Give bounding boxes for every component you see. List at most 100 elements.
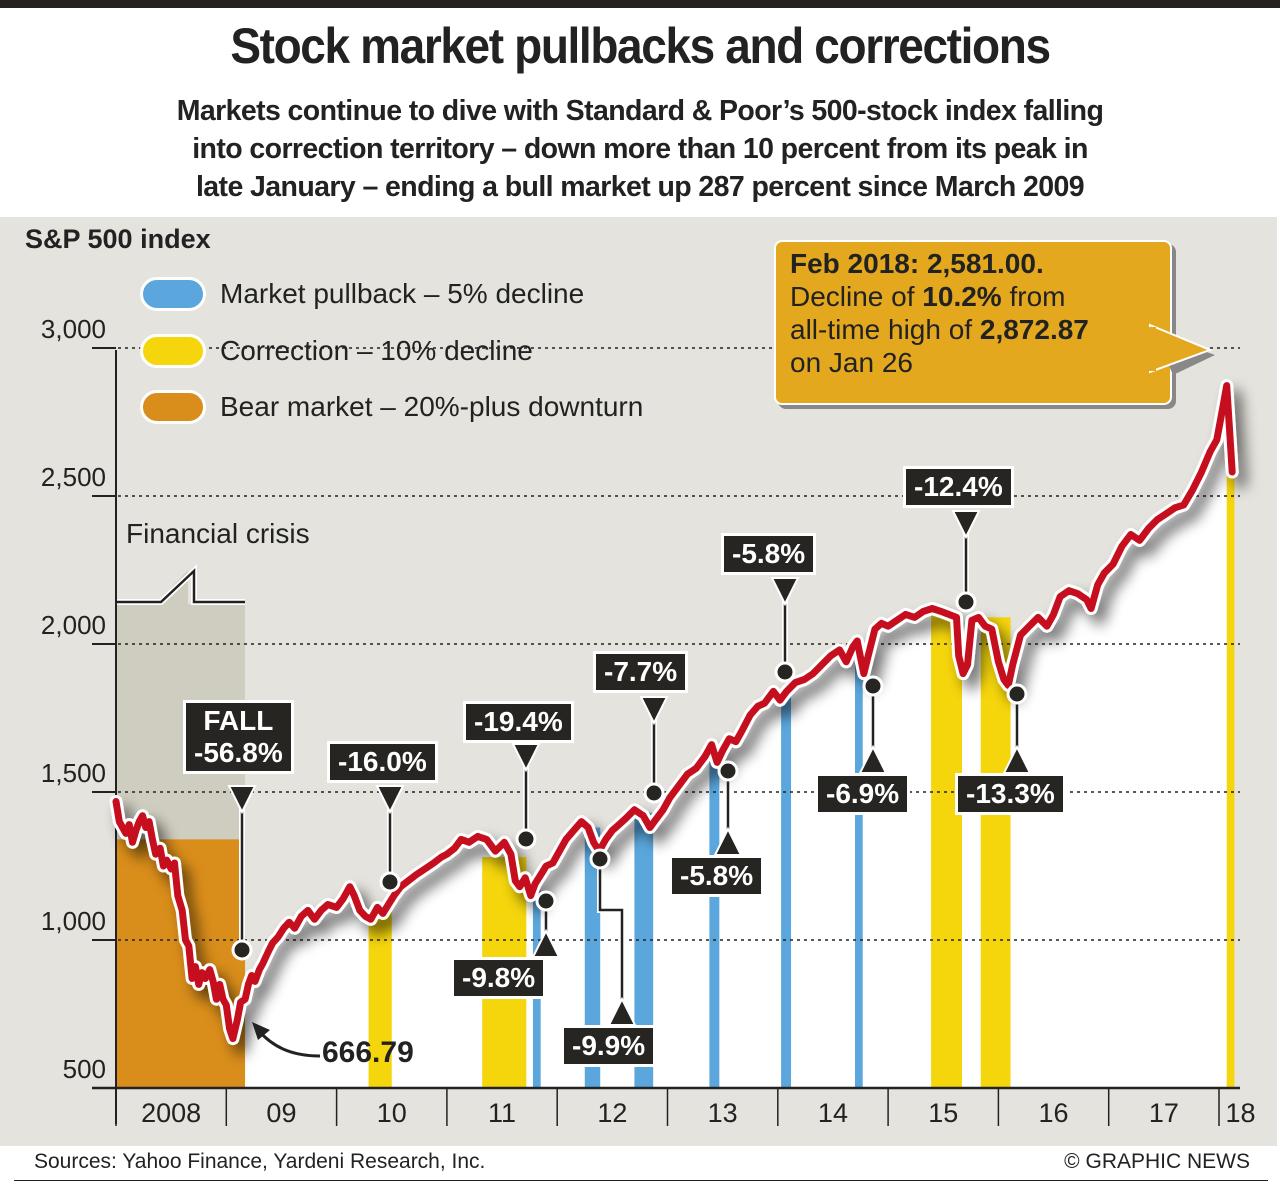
leader-pointer	[375, 785, 405, 815]
annotation-label: -9.9%	[561, 1025, 657, 1067]
annotation-text: -16.0%	[338, 746, 427, 777]
leader-line	[598, 859, 624, 1025]
annotation-text: -5.8%	[680, 860, 754, 891]
annotation-label: -5.8%	[721, 533, 817, 575]
annotation-dot	[231, 939, 253, 961]
leader-pointer	[770, 577, 800, 607]
x-tick-label: 15	[928, 1098, 959, 1128]
annotation-dot	[379, 871, 401, 893]
annotation-dot	[717, 760, 739, 782]
annotation-dot	[535, 890, 557, 912]
annotation-text: -7.7%	[604, 656, 678, 687]
annotation-label: -12.4%	[903, 466, 1014, 508]
leader-pointer	[951, 510, 981, 540]
financial-crisis-label: Financial crisis	[126, 518, 310, 549]
legend-item-bear: Bear market – 20%-plus downturn	[140, 387, 643, 427]
x-tick-label: 14	[817, 1098, 848, 1128]
band-pullback	[855, 661, 863, 1088]
page-title: Stock market pullbacks and corrections	[230, 18, 1051, 74]
annotation-text: -13.3%	[966, 778, 1055, 809]
band-pullback	[634, 812, 654, 1088]
callout-text: all-time high of	[790, 314, 980, 345]
x-tick-label: 13	[707, 1098, 738, 1128]
annotation-text: -19.4%	[474, 706, 563, 737]
band-pullback	[781, 697, 792, 1088]
x-tick-label: 12	[597, 1098, 628, 1128]
annotation-label: -13.3%	[955, 773, 1066, 815]
series-line	[112, 382, 1236, 1043]
legend-item-pullback: Market pullback – 5% decline	[140, 274, 584, 314]
annotation-dot	[955, 591, 977, 613]
callout-text: Decline of	[790, 281, 923, 312]
leader-pointer	[639, 696, 669, 726]
annotation-label: -6.9%	[815, 773, 911, 815]
y-tick-label: 3,000	[40, 314, 106, 344]
y-tick-label: 1,500	[40, 758, 106, 788]
subtitle: Markets continue to dive with Standard &…	[20, 92, 1260, 206]
y-tick-label: 2,500	[40, 462, 106, 492]
annotation-text: FALL	[203, 705, 274, 736]
annotation-dot	[515, 828, 537, 850]
callout-decline: 10.2%	[922, 281, 1002, 312]
annotation-label: -19.4%	[463, 701, 574, 743]
y-tick-label: 1,000	[40, 906, 106, 936]
subtitle-line: into correction territory – down more th…	[192, 133, 1088, 165]
band-correction	[931, 614, 963, 1088]
band-correction	[980, 617, 1011, 1088]
legend-swatch-bear	[140, 390, 206, 424]
annotation-text: -5.8%	[732, 538, 806, 569]
x-tick-label: 18	[1225, 1098, 1256, 1128]
subtitle-line: late January – ending a bull market up 2…	[195, 171, 1085, 203]
band-correction	[1226, 472, 1235, 1088]
top-bar	[0, 0, 1280, 8]
leader-pointer	[511, 743, 541, 773]
legend-swatch-correction	[140, 334, 206, 368]
low-value-label: 666.79	[322, 1036, 414, 1069]
sources-text: Sources: Yahoo Finance, Yardeni Research…	[34, 1150, 486, 1173]
annotation-dot	[774, 661, 796, 683]
band-correction	[368, 910, 392, 1088]
legend-swatch-pullback	[140, 277, 206, 311]
annotation-dot	[1006, 683, 1028, 705]
copyright-text: © GRAPHIC NEWS	[1064, 1150, 1250, 1173]
annotation-label: -9.8%	[451, 957, 547, 999]
annotation-text: -12.4%	[914, 471, 1003, 502]
low-arrow-head	[252, 1022, 270, 1040]
annotation-text: -9.8%	[462, 962, 536, 993]
x-tick-label: 16	[1038, 1098, 1069, 1128]
annotation-dot	[589, 848, 611, 870]
y-axis-title: S&P 500 index	[25, 224, 211, 254]
x-tick-label: 10	[376, 1098, 407, 1128]
annotation-text: -56.8%	[194, 737, 283, 768]
y-tick-label: 500	[62, 1054, 106, 1084]
callout-headline: Feb 2018: 2,581.00.	[790, 248, 1044, 279]
crisis-bracket	[116, 568, 245, 604]
x-tick-label: 2008	[141, 1098, 202, 1128]
annotation-dot	[643, 782, 665, 804]
annotation-label: -5.8%	[669, 855, 765, 897]
callout-date: on Jan 26	[790, 347, 913, 378]
callout-text: from	[1001, 281, 1066, 312]
subtitle-line: Markets continue to dive with Standard &…	[176, 95, 1104, 127]
x-tick-label: 17	[1148, 1098, 1179, 1128]
annotation-dot	[862, 675, 884, 697]
annotation-text: -6.9%	[826, 778, 900, 809]
x-tick-label: 09	[266, 1098, 297, 1128]
callout-box: Feb 2018: 2,581.00. Decline of 10.2% fro…	[774, 240, 1172, 405]
legend-label: Market pullback – 5% decline	[220, 278, 585, 309]
band-pullback	[584, 827, 601, 1088]
y-tick-label: 2,000	[40, 610, 106, 640]
leader-pointer	[227, 785, 257, 815]
legend-label: Correction – 10% decline	[220, 335, 533, 366]
footer-rule	[14, 1180, 1268, 1181]
legend-item-correction: Correction – 10% decline	[140, 331, 533, 371]
annotation-label: -7.7%	[593, 651, 689, 693]
annotation-label: -16.0%	[327, 741, 438, 783]
band-pullback	[709, 750, 720, 1088]
legend-label: Bear market – 20%-plus downturn	[220, 391, 644, 422]
callout-high: 2,872.87	[979, 314, 1089, 345]
annotation-label: FALL -56.8%	[183, 700, 294, 774]
annotation-text: -9.9%	[572, 1030, 646, 1061]
x-tick-label: 11	[488, 1098, 517, 1128]
